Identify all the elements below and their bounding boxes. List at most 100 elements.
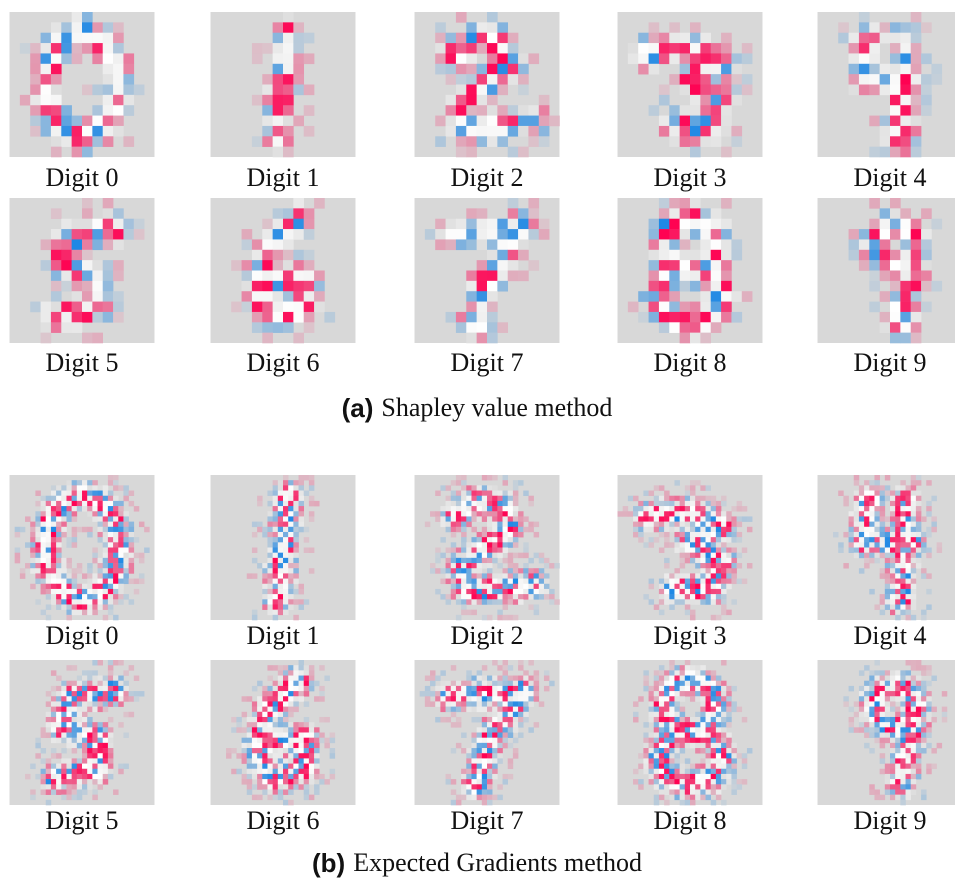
map-pixel bbox=[669, 501, 674, 506]
map-pixel bbox=[278, 542, 283, 547]
map-pixel bbox=[288, 738, 293, 743]
map-pixel bbox=[66, 774, 71, 779]
map-pixel bbox=[864, 501, 869, 506]
map-pixel bbox=[942, 712, 947, 717]
map-pixel bbox=[523, 670, 528, 675]
map-pixel bbox=[706, 748, 711, 753]
map-pixel bbox=[643, 594, 648, 599]
map-pixel bbox=[654, 485, 659, 490]
map-pixel bbox=[446, 496, 451, 501]
map-pixel bbox=[674, 753, 679, 758]
map-pixel bbox=[700, 676, 705, 681]
map-pixel bbox=[487, 696, 492, 701]
map-pixel bbox=[906, 615, 911, 620]
map-pixel bbox=[440, 511, 445, 516]
map-pixel bbox=[649, 712, 654, 717]
map-pixel bbox=[900, 219, 911, 230]
map-pixel bbox=[890, 712, 895, 717]
panel-label: (a) bbox=[342, 393, 374, 423]
map-pixel bbox=[690, 250, 701, 261]
map-pixel bbox=[82, 676, 87, 681]
map-pixel bbox=[456, 126, 467, 137]
map-pixel bbox=[649, 281, 660, 292]
map-pixel bbox=[890, 753, 895, 758]
map-pixel bbox=[700, 779, 705, 784]
map-pixel bbox=[56, 506, 61, 511]
map-pixel bbox=[451, 532, 456, 537]
map-pixel bbox=[539, 553, 544, 558]
map-pixel bbox=[721, 558, 726, 563]
map-pixel bbox=[680, 126, 691, 137]
map-pixel bbox=[98, 522, 103, 527]
map-pixel bbox=[56, 774, 61, 779]
map-pixel bbox=[659, 496, 664, 501]
map-pixel bbox=[262, 738, 267, 743]
map-pixel bbox=[843, 496, 848, 501]
map-pixel bbox=[649, 764, 654, 769]
map-pixel bbox=[911, 64, 922, 75]
map-pixel bbox=[72, 480, 77, 485]
map-pixel bbox=[61, 779, 66, 784]
map-pixel bbox=[669, 753, 674, 758]
map-pixel bbox=[890, 74, 901, 85]
map-pixel bbox=[51, 116, 62, 127]
map-pixel bbox=[638, 506, 643, 511]
panel-label: (b) bbox=[312, 848, 345, 878]
map-pixel bbox=[56, 717, 61, 722]
map-pixel bbox=[278, 712, 283, 717]
map-pixel bbox=[56, 764, 61, 769]
digit-label: Digit 4 bbox=[854, 163, 927, 192]
map-pixel bbox=[690, 491, 695, 496]
map-pixel bbox=[690, 43, 701, 54]
map-pixel bbox=[900, 527, 905, 532]
map-pixel bbox=[82, 573, 87, 578]
map-pixel bbox=[92, 579, 97, 584]
map-pixel bbox=[895, 764, 900, 769]
map-pixel bbox=[46, 727, 51, 732]
map-pixel bbox=[711, 126, 722, 137]
map-pixel bbox=[885, 573, 890, 578]
map-pixel bbox=[716, 686, 721, 691]
attribution-map bbox=[818, 198, 955, 343]
map-pixel bbox=[518, 116, 529, 127]
map-pixel bbox=[113, 696, 118, 701]
map-pixel bbox=[869, 542, 874, 547]
map-pixel bbox=[113, 105, 124, 116]
map-pixel bbox=[118, 584, 123, 589]
map-pixel bbox=[451, 665, 456, 670]
map-pixel bbox=[497, 511, 502, 516]
map-pixel bbox=[916, 758, 921, 763]
map-pixel bbox=[72, 758, 77, 763]
map-pixel bbox=[690, 717, 695, 722]
map-pixel bbox=[446, 686, 451, 691]
map-pixel bbox=[35, 511, 40, 516]
map-pixel bbox=[72, 589, 77, 594]
map-pixel bbox=[539, 701, 544, 706]
map-pixel bbox=[711, 573, 716, 578]
map-pixel bbox=[680, 665, 685, 670]
map-pixel bbox=[503, 733, 508, 738]
map-pixel bbox=[747, 748, 752, 753]
map-pixel bbox=[283, 485, 288, 490]
map-pixel bbox=[869, 198, 880, 209]
map-pixel bbox=[695, 738, 700, 743]
map-pixel bbox=[726, 701, 731, 706]
map-pixel bbox=[534, 573, 539, 578]
map-pixel bbox=[477, 568, 482, 573]
map-pixel bbox=[262, 733, 267, 738]
map-pixel bbox=[664, 789, 669, 794]
map-pixel bbox=[869, 701, 874, 706]
map-pixel bbox=[293, 722, 298, 727]
map-pixel bbox=[273, 610, 278, 615]
map-pixel bbox=[518, 712, 523, 717]
map-pixel bbox=[869, 43, 880, 54]
map-pixel bbox=[471, 733, 476, 738]
map-pixel bbox=[528, 573, 533, 578]
map-pixel bbox=[482, 696, 487, 701]
map-pixel bbox=[20, 573, 25, 578]
map-pixel bbox=[129, 527, 134, 532]
map-pixel bbox=[103, 696, 108, 701]
map-pixel bbox=[92, 22, 103, 33]
map-pixel bbox=[66, 712, 71, 717]
map-pixel bbox=[267, 712, 272, 717]
